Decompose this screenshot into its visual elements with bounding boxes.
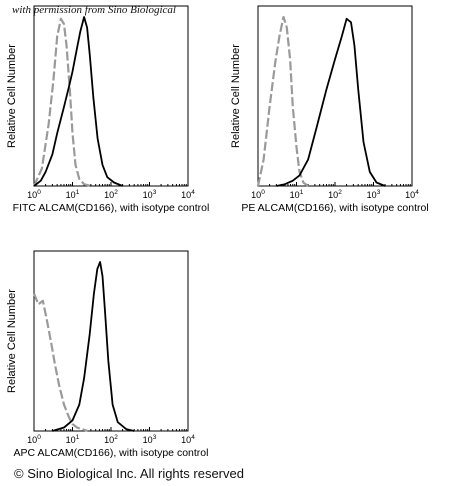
histogram-panel-apc: 100 101 102 103 104 APC ALCAM(CD166), with is… <box>0 245 208 459</box>
x-tick-label: 102 <box>328 189 342 200</box>
x-tick-label: 104 <box>181 189 195 200</box>
x-tick-label: 101 <box>66 434 80 445</box>
isotype-control-curve <box>32 17 92 188</box>
y-axis-label: Relative Cell Number <box>6 289 18 393</box>
plot-frame <box>33 5 189 187</box>
copyright-text: © Sino Biological Inc. All rights reserv… <box>14 466 244 481</box>
histogram-panel-pe: 100 101 102 103 104 PE ALCAM(CD166), with iso… <box>224 0 429 214</box>
histogram-plot: 100 101 102 103 104 FITC ALCAM(CD166), with i… <box>6 5 209 214</box>
x-tick-label: 101 <box>290 189 304 200</box>
x-axis-label: FITC ALCAM(CD166), with isotype control <box>13 202 210 214</box>
watermark-text: with permission from Sino Biological <box>12 4 176 16</box>
x-tick-label: 103 <box>143 434 157 445</box>
x-tick-label: 104 <box>405 189 419 200</box>
alcam-stain-curve <box>33 16 123 187</box>
x-tick-label: 100 <box>27 434 41 445</box>
alcam-stain-curve <box>52 261 135 432</box>
x-tick-label: 102 <box>104 189 118 200</box>
x-tick-label: 102 <box>104 434 118 445</box>
isotype-control-curve <box>256 15 309 187</box>
x-tick-label: 104 <box>181 434 195 445</box>
x-tick-label: 100 <box>251 189 265 200</box>
histogram-panel-fitc: 100 101 102 103 104 FITC ALCAM(CD166), with i… <box>0 0 209 214</box>
isotype-control-curve <box>32 293 89 433</box>
y-axis-label: Relative Cell Number <box>230 44 242 148</box>
plot-frame <box>257 5 413 187</box>
histogram-plot: 100 101 102 103 104 APC ALCAM(CD166), with is… <box>6 250 208 459</box>
x-tick-label: 100 <box>27 189 41 200</box>
x-axis-label: APC ALCAM(CD166), with isotype control <box>14 447 209 459</box>
x-tick-label: 101 <box>66 189 80 200</box>
y-axis-label: Relative Cell Number <box>6 44 18 148</box>
x-axis-label: PE ALCAM(CD166), with isotype control <box>241 202 428 214</box>
plot-frame <box>33 250 189 432</box>
alcam-stain-curve <box>276 17 386 187</box>
x-tick-label: 103 <box>367 189 381 200</box>
x-tick-label: 103 <box>143 189 157 200</box>
histogram-plot: 100 101 102 103 104 PE ALCAM(CD166), with iso… <box>230 5 429 214</box>
